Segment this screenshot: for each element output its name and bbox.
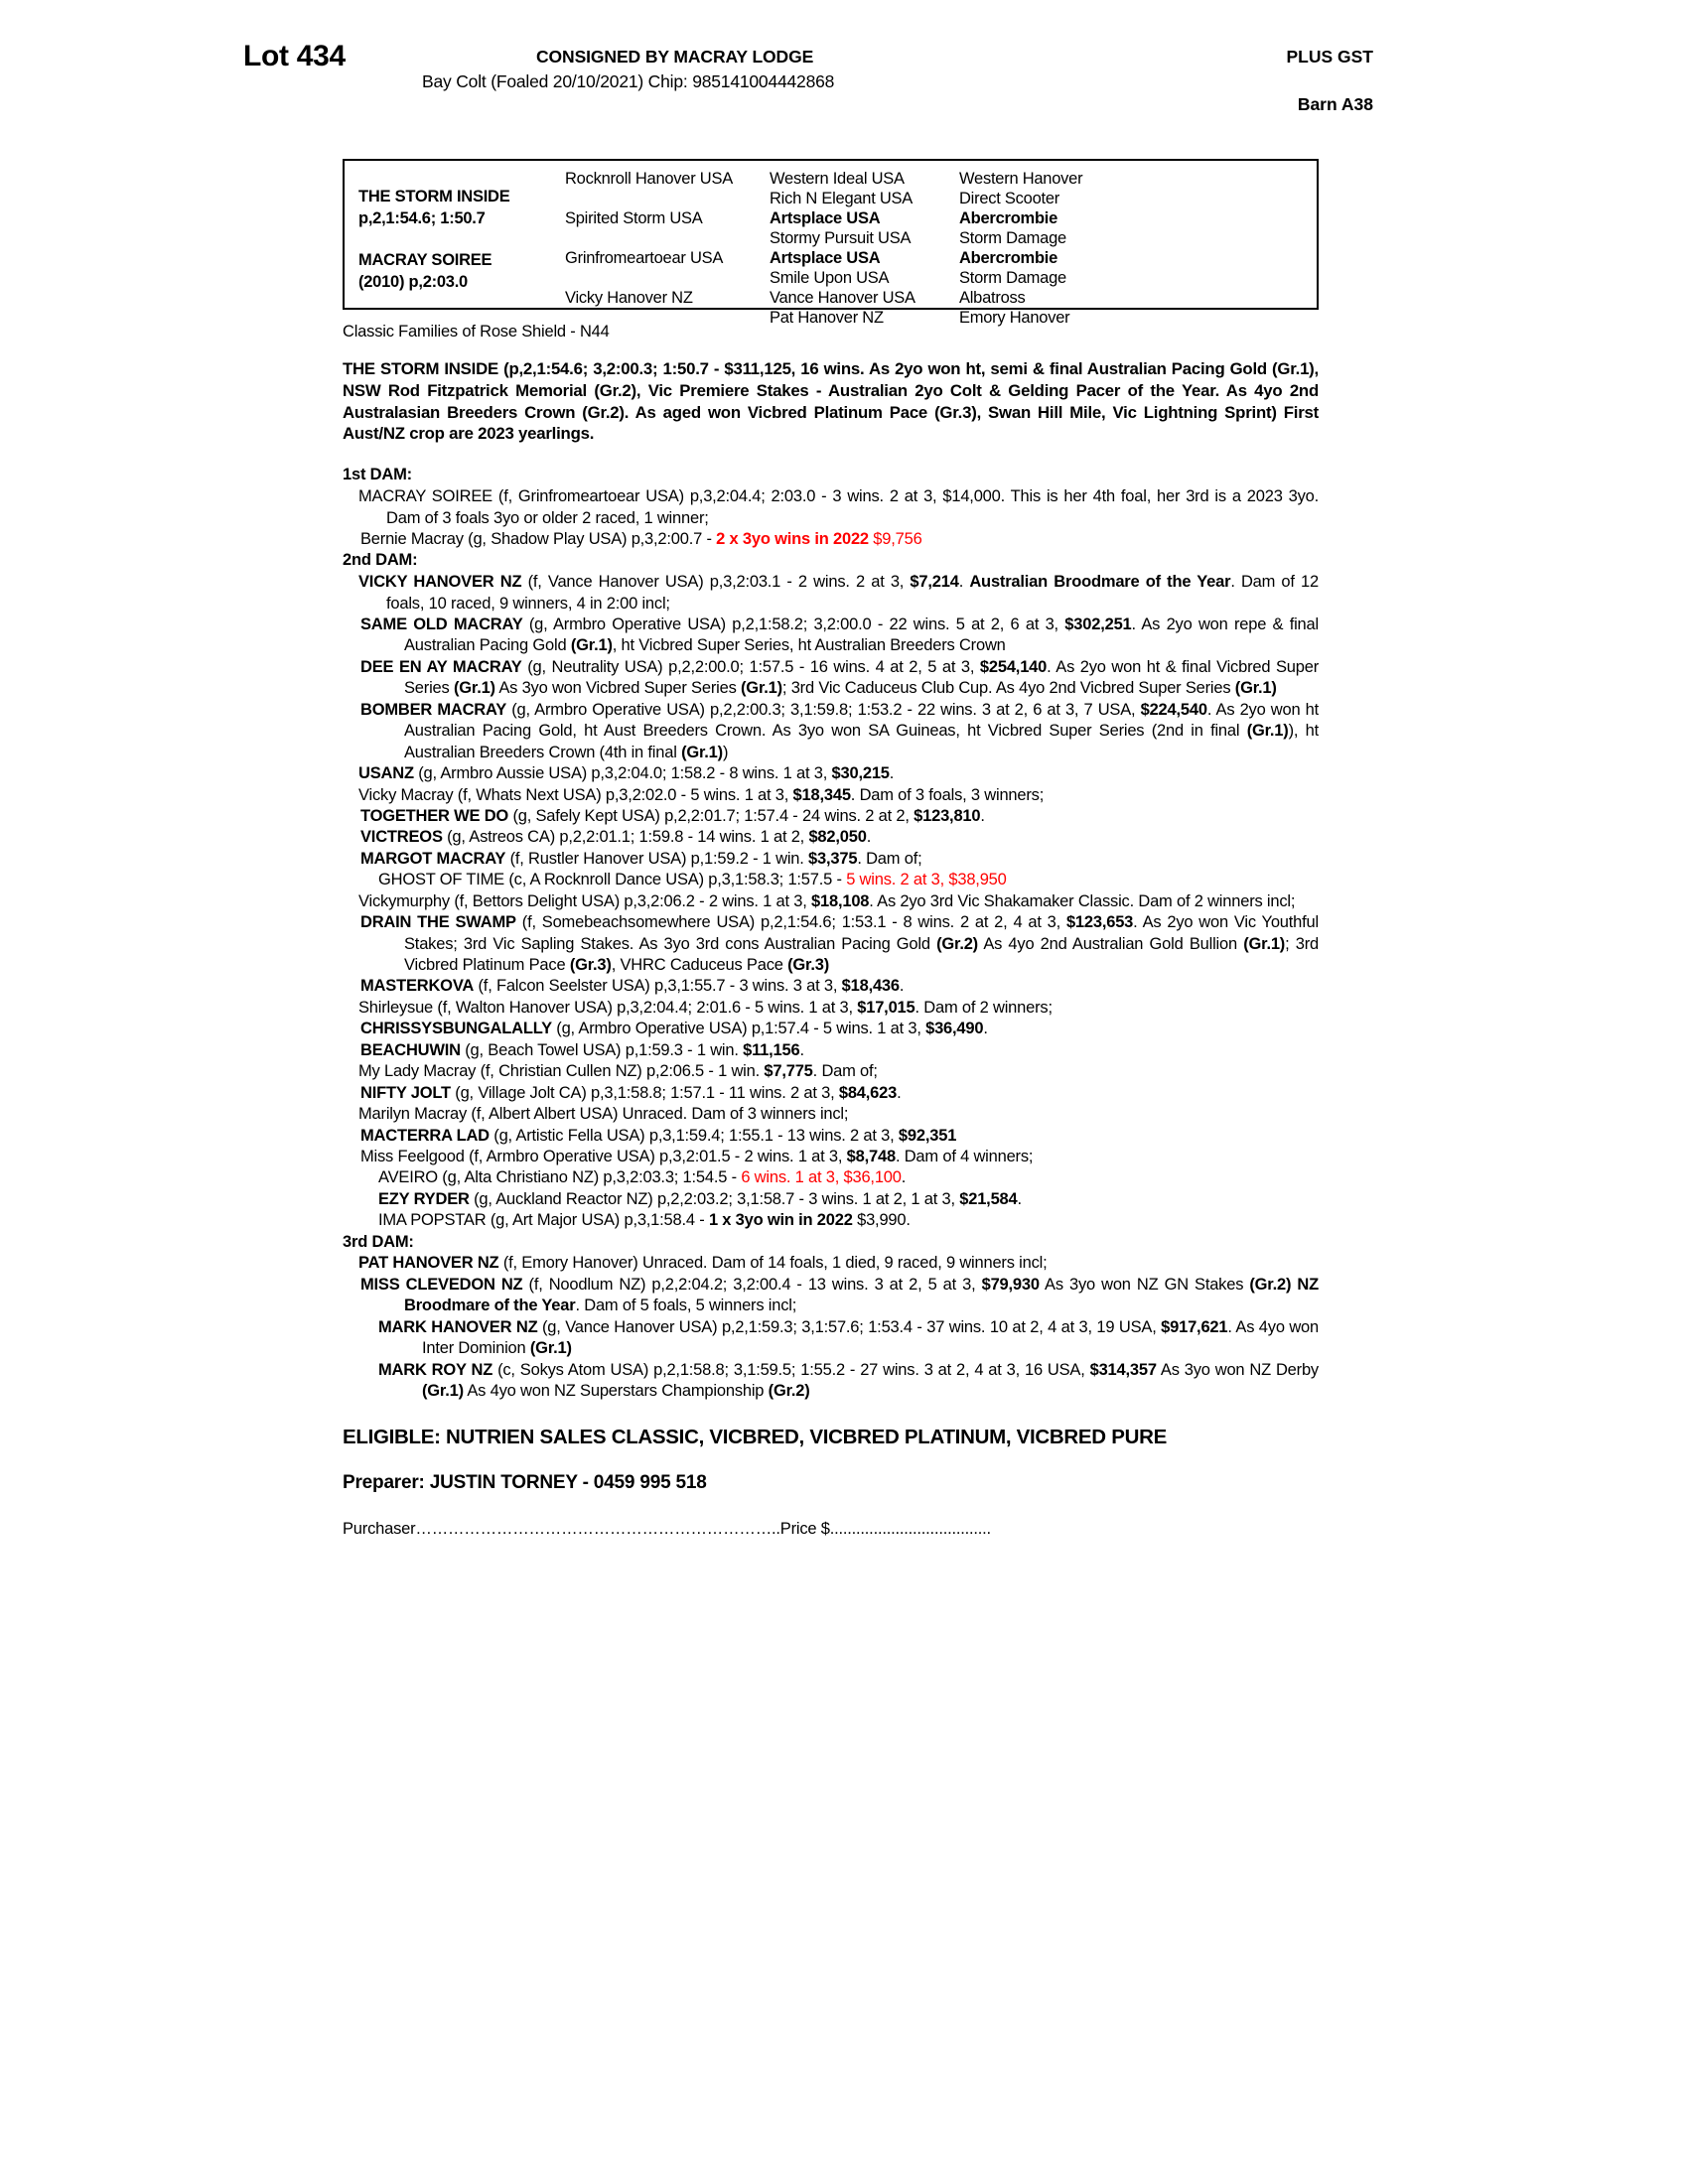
progeny-my-lady-macray: My Lady Macray (f, Christian Cullen NZ) … (358, 1062, 878, 1081)
gen3-1: Western Ideal USA (770, 170, 905, 188)
progeny-ghost-of-time: GHOST OF TIME (c, A Rocknroll Dance USA)… (378, 871, 1007, 889)
progeny-together-we-do: TOGETHER WE DO (g, Safely Kept USA) p,2,… (360, 806, 985, 825)
progeny-ima-popstar: IMA POPSTAR (g, Art Major USA) p,3,1:58.… (378, 1211, 911, 1230)
gen4-7: Albatross (959, 289, 1026, 307)
sire-of-sire: Rocknroll Hanover USA (565, 170, 733, 188)
progeny-vickymurphy: Vickymurphy (f, Bettors Delight USA) p,3… (358, 891, 1296, 910)
gen3-8: Pat Hanover NZ (770, 309, 884, 327)
pedigree-table: THE STORM INSIDE p,2,1:54.6; 1:50.7 MACR… (343, 159, 1319, 326)
red-highlight: 2 x 3yo wins in 2022 (716, 529, 869, 548)
gen3-5: Artsplace USA (770, 249, 881, 267)
dam-record: (2010) p,2:03.0 (358, 273, 468, 291)
gen4-4: Storm Damage (959, 229, 1066, 247)
progeny-nifty-jolt: NIFTY JOLT (g, Village Jolt CA) p,3,1:58… (360, 1083, 902, 1102)
gen4-2: Direct Scooter (959, 190, 1060, 207)
sire-paragraph: THE STORM INSIDE (p,2,1:54.6; 3,2:00.3; … (343, 359, 1319, 444)
second-dam-heading: 2nd DAM: (343, 551, 418, 570)
preparer-line: Preparer: JUSTIN TORNEY - 0459 995 518 (343, 1472, 707, 1494)
sire-of-dam: Grinfromeartoear USA (565, 249, 724, 267)
progeny-chrissysbungalally: CHRISSYSBUNGALALLY (g, Armbro Operative … (360, 1020, 988, 1038)
first-dam-entry: MACRAY SOIREE (f, Grinfromeartoear USA) … (358, 487, 1319, 527)
progeny-mark-hanover: MARK HANOVER NZ (g, Vance Hanover USA) p… (378, 1317, 1319, 1358)
progeny-drain-the-swamp: DRAIN THE SWAMP (f, Somebeachsomewhere U… (360, 913, 1319, 975)
gen3-4: Stormy Pursuit USA (770, 229, 912, 247)
gen3-7: Vance Hanover USA (770, 289, 915, 307)
horse-description: Bay Colt (Foaled 20/10/2021) Chip: 98514… (422, 71, 835, 91)
third-dam-heading: 3rd DAM: (343, 1232, 414, 1251)
red-record: 6 wins. 1 at 3, $36,100 (741, 1168, 902, 1187)
gen4-1: Western Hanover (959, 170, 1083, 188)
family-line: Classic Families of Rose Shield - N44 (343, 323, 610, 341)
progeny-shirleysue: Shirleysue (f, Walton Hanover USA) p,3,2… (358, 998, 1053, 1017)
third-dam-entry: PAT HANOVER NZ (f, Emory Hanover) Unrace… (358, 1254, 1048, 1273)
dam-of-dam: Vicky Hanover NZ (565, 289, 693, 307)
barn-label: Barn A38 (1297, 94, 1373, 114)
progeny-usanz: USANZ (g, Armbro Aussie USA) p,3,2:04.0;… (358, 764, 895, 783)
consignor-line: CONSIGNED BY MACRAY LODGE (536, 47, 814, 67)
gen3-6: Smile Upon USA (770, 269, 890, 287)
progeny-dee-en-ay-macray: DEE EN AY MACRAY (g, Neutrality USA) p,2… (360, 657, 1320, 698)
gen3-3: Artsplace USA (770, 209, 881, 227)
first-dam-heading: 1st DAM: (343, 466, 412, 484)
dam-name: MACRAY SOIREE (358, 251, 492, 269)
progeny-beachuwin: BEACHUWIN (g, Beach Towel USA) p,1:59.3 … (360, 1040, 804, 1059)
page-content: Lot 434 CONSIGNED BY MACRAY LODGE Bay Co… (243, 40, 1373, 1538)
red-earnings: $9,756 (868, 529, 922, 548)
progeny-masterkova: MASTERKOVA (f, Falcon Seelster USA) p,3,… (360, 977, 905, 996)
first-dam-progeny: Bernie Macray (g, Shadow Play USA) p,3,2… (360, 529, 922, 548)
pedigree-narrative: Classic Families of Rose Shield - N44 TH… (343, 323, 1319, 1539)
gen4-3: Abercrombie (959, 209, 1058, 227)
progeny-mark-roy: MARK ROY NZ (c, Sokys Atom USA) p,2,1:58… (378, 1360, 1319, 1401)
progeny-bomber-macray: BOMBER MACRAY (g, Armbro Operative USA) … (360, 700, 1320, 761)
progeny-margot-macray: MARGOT MACRAY (f, Rustler Hanover USA) p… (360, 849, 922, 868)
progeny-marilyn-macray: Marilyn Macray (f, Albert Albert USA) Un… (358, 1105, 849, 1124)
progeny-macterra-lad: MACTERRA LAD (g, Artistic Fella USA) p,3… (360, 1126, 957, 1145)
gen4-6: Storm Damage (959, 269, 1066, 287)
gen3-2: Rich N Elegant USA (770, 190, 914, 207)
dam-of-sire: Spirited Storm USA (565, 209, 703, 227)
sire-record: p,2,1:54.6; 1:50.7 (358, 209, 486, 227)
gen4-8: Emory Hanover (959, 309, 1070, 327)
bold-highlight: 1 x 3yo win in 2022 (708, 1211, 853, 1230)
plus-gst-label: PLUS GST (1286, 47, 1373, 67)
progeny-miss-feelgood: Miss Feelgood (f, Armbro Operative USA) … (360, 1147, 1034, 1165)
lot-number: Lot 434 (243, 40, 346, 72)
red-record: 5 wins. 2 at 3, $38,950 (846, 871, 1007, 889)
page-header: Lot 434 CONSIGNED BY MACRAY LODGE Bay Co… (243, 40, 1373, 139)
second-dam-entry: VICKY HANOVER NZ (f, Vance Hanover USA) … (358, 573, 1319, 613)
progeny-aveiro: AVEIRO (g, Alta Christiano NZ) p,3,2:03.… (378, 1168, 907, 1187)
eligible-line: ELIGIBLE: NUTRIEN SALES CLASSIC, VICBRED… (343, 1425, 1167, 1448)
purchaser-line: Purchaser…………………………………………………………..Price $… (343, 1520, 991, 1539)
progeny-same-old-macray: SAME OLD MACRAY (g, Armbro Operative USA… (360, 615, 1319, 655)
progeny-victreos: VICTREOS (g, Astreos CA) p,2,2:01.1; 1:5… (360, 828, 872, 847)
progeny-ezy-ryder: EZY RYDER (g, Auckland Reactor NZ) p,2,2… (378, 1189, 1022, 1208)
gen4-5: Abercrombie (959, 249, 1058, 267)
progeny-vicky-macray: Vicky Macray (f, Whats Next USA) p,3,2:0… (358, 785, 1045, 804)
sire-name: THE STORM INSIDE (358, 188, 510, 205)
progeny-miss-clevedon: MISS CLEVEDON NZ (f, Noodlum NZ) p,2,2:0… (360, 1275, 1319, 1315)
